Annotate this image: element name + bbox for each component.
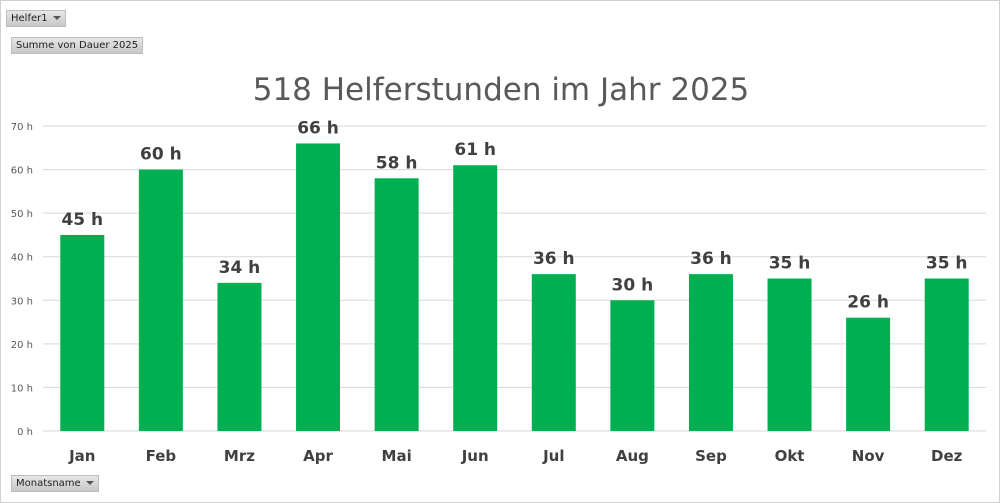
bar-dez[interactable] [924, 278, 969, 432]
y-tick-label: 20 h [11, 340, 33, 351]
dropdown-arrow-icon [52, 16, 61, 20]
data-label: 45 h [61, 210, 103, 230]
x-tick-label: Jul [542, 447, 564, 465]
y-tick-label: 0 h [17, 427, 33, 438]
bar-feb[interactable] [138, 169, 183, 432]
data-label: 61 h [454, 140, 496, 160]
y-tick-label: 70 h [11, 122, 33, 133]
data-label: 36 h [690, 249, 732, 269]
axis-field-label: Monatsname [16, 478, 81, 489]
bar-jan[interactable] [60, 234, 105, 431]
data-label: 58 h [376, 153, 418, 173]
bar-jul[interactable] [531, 274, 576, 431]
bar-mrz[interactable] [217, 282, 262, 431]
axis-field-button[interactable]: Monatsname [11, 475, 99, 492]
bar-jun[interactable] [453, 165, 498, 431]
bar-nov[interactable] [846, 317, 891, 431]
x-tick-label: Dez [931, 447, 963, 465]
data-label: 26 h [847, 293, 889, 313]
data-label: 36 h [533, 249, 575, 269]
data-label: 34 h [219, 258, 261, 278]
bar-aug[interactable] [610, 300, 655, 431]
data-label: 30 h [612, 275, 654, 295]
x-tick-label: Jun [461, 447, 489, 465]
data-label: 35 h [769, 254, 811, 274]
y-tick-label: 10 h [11, 383, 33, 394]
x-tick-label: Sep [695, 447, 727, 465]
chart-title: 518 Helferstunden im Jahr 2025 [253, 72, 750, 108]
y-tick-label: 30 h [11, 296, 33, 307]
x-tick-label: Feb [146, 447, 177, 465]
x-tick-label: Okt [775, 447, 805, 465]
helfer-filter-button[interactable]: Helfer1 [6, 10, 66, 27]
x-tick-label: Apr [303, 447, 333, 465]
x-tick-label: Mrz [224, 447, 255, 465]
data-label: 60 h [140, 145, 182, 165]
x-tick-label: Aug [616, 447, 649, 465]
data-label: 66 h [297, 118, 339, 138]
bar-mai[interactable] [374, 178, 419, 431]
x-tick-label: Mai [382, 447, 412, 465]
values-field-button[interactable]: Summe von Dauer 2025 [11, 37, 144, 54]
y-tick-label: 60 h [11, 166, 33, 177]
dropdown-arrow-icon [85, 481, 94, 485]
bar-okt[interactable] [767, 278, 812, 432]
x-tick-label: Nov [852, 447, 885, 465]
data-label: 35 h [926, 254, 968, 274]
bar-sep[interactable] [688, 274, 733, 431]
bar-apr[interactable] [296, 143, 341, 431]
y-tick-label: 40 h [11, 253, 33, 264]
filter-label: Helfer1 [11, 13, 48, 24]
x-tick-label: Jan [68, 447, 95, 465]
y-tick-label: 50 h [11, 209, 33, 220]
